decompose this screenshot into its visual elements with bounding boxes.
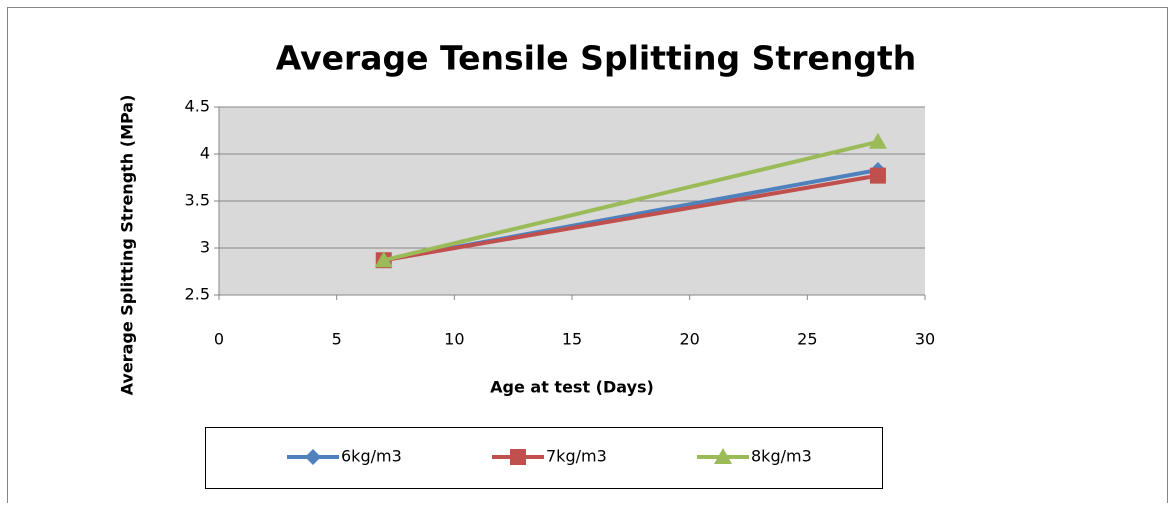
y-tick-label: 2.5	[185, 285, 210, 304]
series-line	[383, 173, 879, 263]
chart-title: Average Tensile Splitting Strength	[276, 39, 917, 78]
marker	[374, 251, 393, 268]
series-line	[383, 139, 879, 263]
y-tick-label: 4.5	[185, 97, 210, 116]
x-tick-label: 30	[915, 330, 935, 349]
y-axis-label: Average Splitting Strength (MPa)	[118, 95, 137, 396]
marker	[868, 132, 887, 149]
y-tick-label: 3.5	[185, 191, 210, 210]
x-tick-label: 20	[679, 330, 699, 349]
legend-label: 8kg/m3	[751, 447, 812, 466]
legend-marker	[714, 448, 732, 464]
legend-label: 7kg/m3	[546, 447, 607, 466]
marker	[869, 167, 886, 184]
x-tick-label: 15	[562, 330, 582, 349]
legend-label: 6kg/m3	[341, 447, 402, 466]
x-tick-label: 10	[444, 330, 464, 349]
x-tick-label: 0	[214, 330, 224, 349]
x-tick-label: 25	[797, 330, 817, 349]
legend-marker	[510, 449, 526, 465]
y-tick-label: 4	[200, 144, 210, 163]
legend-marker	[305, 449, 321, 465]
y-tick-label: 3	[200, 238, 210, 257]
x-tick-label: 5	[332, 330, 342, 349]
x-axis-label: Age at test (Days)	[490, 378, 654, 397]
